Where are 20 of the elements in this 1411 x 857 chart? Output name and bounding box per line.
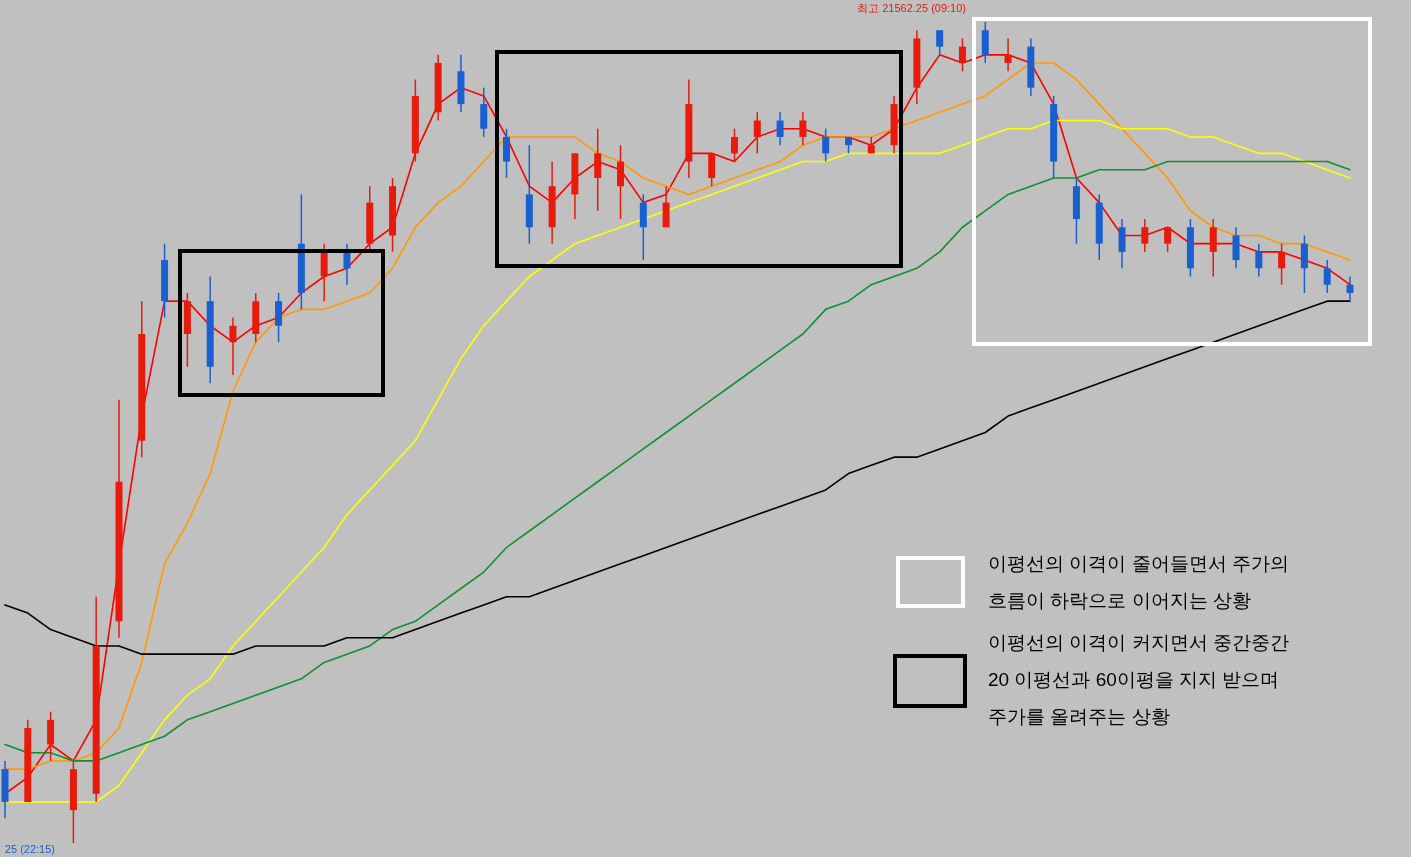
candlestick <box>776 111 784 146</box>
candlestick <box>753 111 761 155</box>
candlestick <box>822 127 830 163</box>
candlestick <box>730 127 738 163</box>
annotation: 이평선의 이격이 줄어들면서 주가의 흐름이 하락으로 이어지는 상황 <box>988 552 1289 613</box>
candlestick <box>1141 218 1149 253</box>
text: 최고 21562.25 (09:10) <box>857 1 966 16</box>
candlestick <box>1255 242 1263 278</box>
candlestick <box>799 111 807 146</box>
annotation: 이평선의 이격이 커지면서 중간중간 20 이평선과 60이평을 지지 받으며 주가를 올려주는 상황 <box>988 631 1289 729</box>
candlestick <box>1346 275 1354 302</box>
candlestick <box>1004 37 1012 73</box>
annotation: 25 (22:15) <box>4 843 55 855</box>
candlestick <box>343 242 351 286</box>
candlestick <box>1278 242 1286 286</box>
candlestick <box>229 316 237 376</box>
candlestick <box>936 29 944 56</box>
candlestick <box>958 37 966 73</box>
candlestick <box>1323 259 1331 294</box>
candlestick <box>1164 226 1172 253</box>
